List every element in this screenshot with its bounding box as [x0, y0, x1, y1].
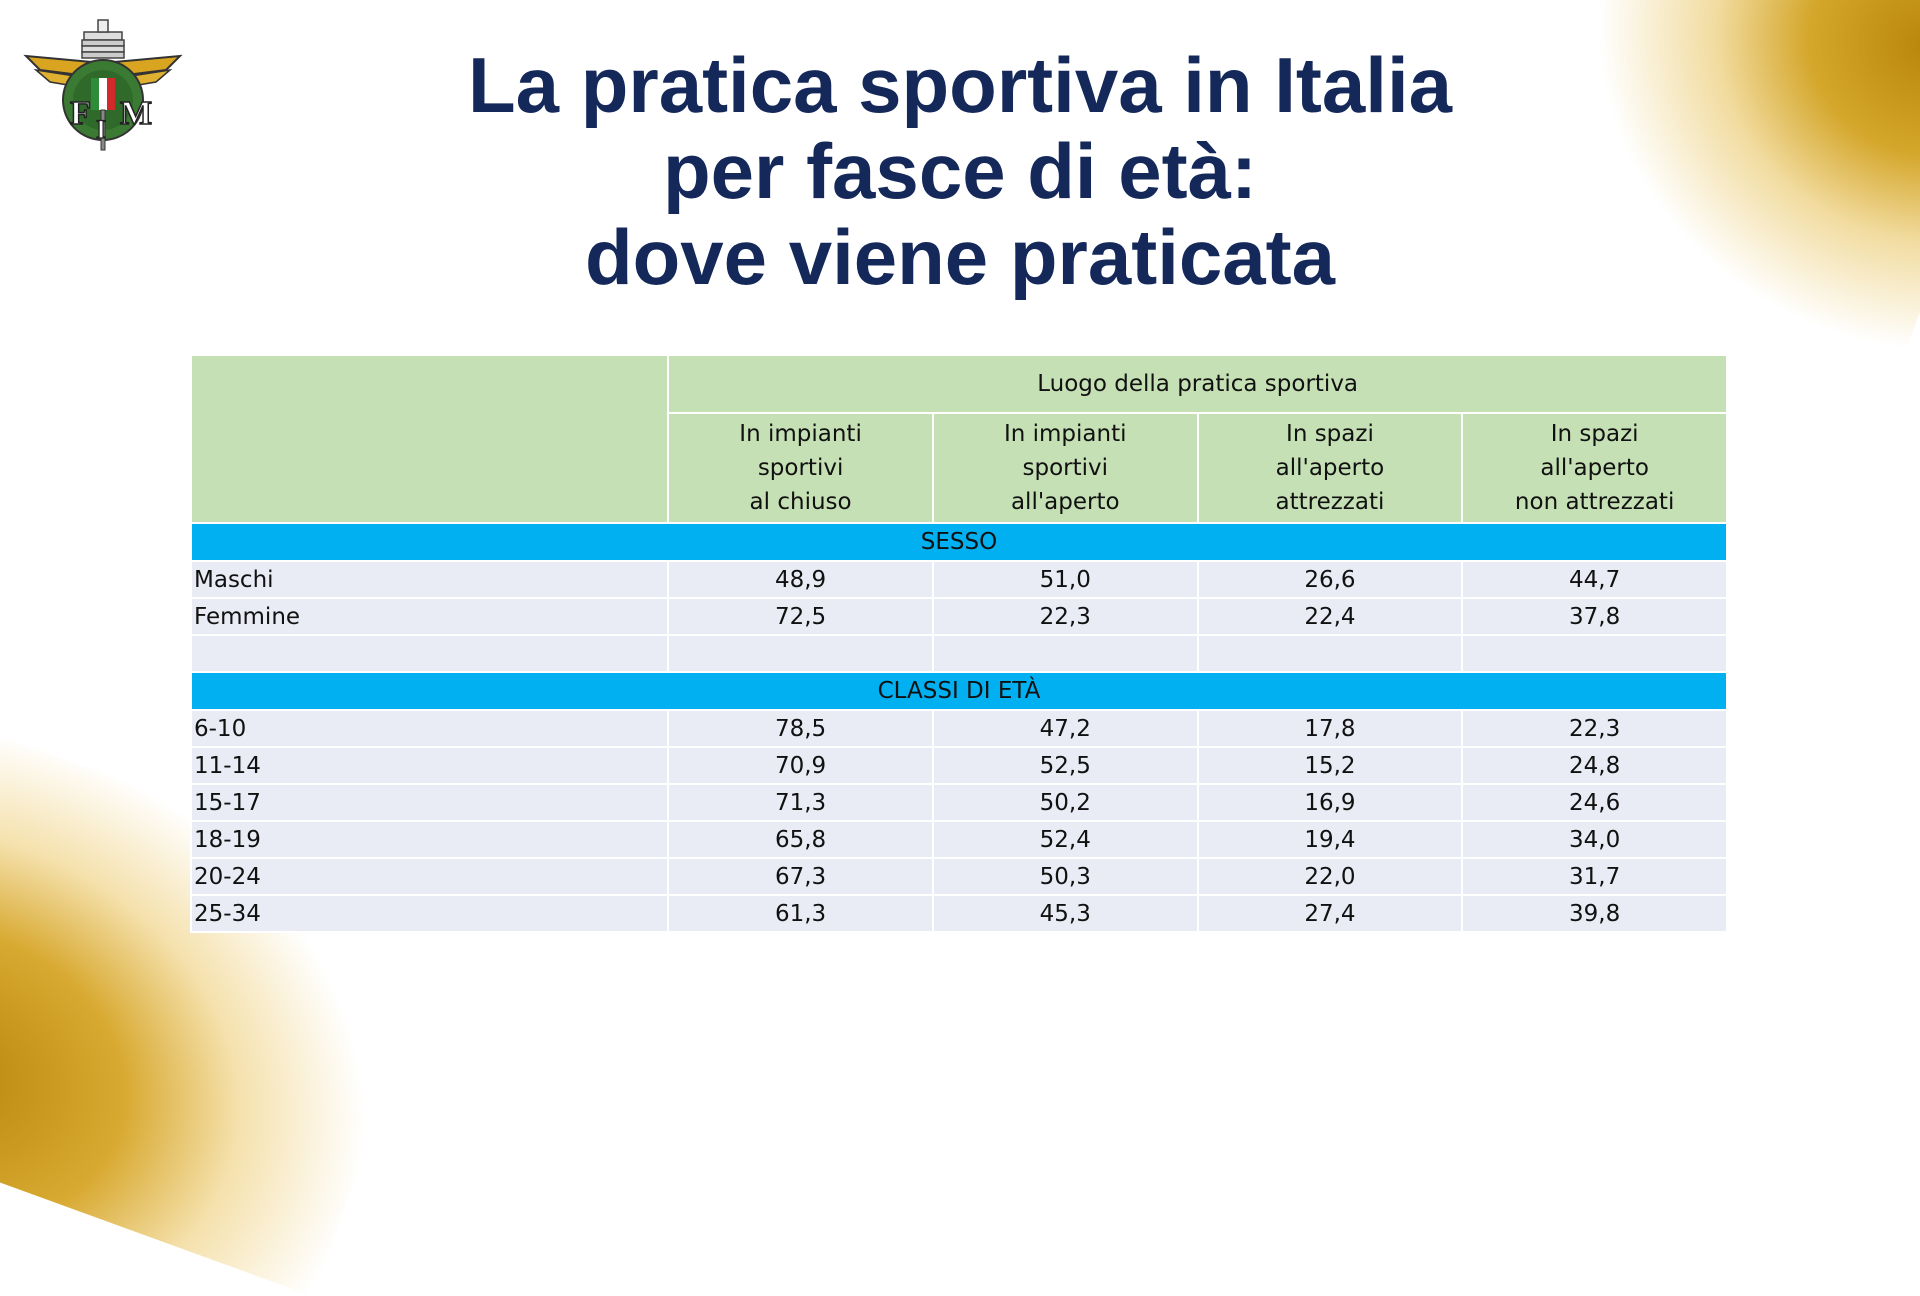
title-line-1: La pratica sportiva in Italia: [468, 41, 1452, 129]
table-cell: [931, 634, 1199, 673]
sport-location-table: Luogo della pratica sportiva In impianti…: [189, 354, 1728, 933]
table-cell: 16,9: [1196, 783, 1464, 822]
table-cell: 31,7: [1461, 857, 1728, 896]
column-header-equipped-outdoor: In spazi all'aperto attrezzati: [1196, 412, 1464, 524]
table-row: 11-14 70,9 52,5 15,2 24,8: [189, 746, 1728, 785]
table-cell: 65,8: [667, 820, 934, 859]
table-cell: 24,8: [1461, 746, 1728, 785]
column-header-line: non attrezzati: [1514, 489, 1675, 515]
table-row: [189, 634, 1728, 673]
logo-letter-i: I: [96, 115, 106, 144]
table-cell: 52,4: [931, 820, 1199, 859]
column-header-line: al chiuso: [749, 489, 852, 515]
table-cell: 61,3: [667, 894, 934, 933]
row-label: 20-24: [189, 857, 670, 896]
column-header-line: all'aperto: [1010, 489, 1120, 515]
logo-letter-f: F: [70, 95, 91, 132]
table-cell: 51,0: [931, 560, 1199, 599]
table-cell: 17,8: [1196, 709, 1464, 748]
group-header: Luogo della pratica sportiva: [667, 354, 1728, 414]
table-cell: [1461, 634, 1728, 673]
table-cell: 45,3: [931, 894, 1199, 933]
column-header-outdoor-facilities: In impianti sportivi all'aperto: [931, 412, 1199, 524]
table-cell: 67,3: [667, 857, 934, 896]
column-header-unequipped-outdoor: In spazi all'aperto non attrezzati: [1461, 412, 1728, 524]
row-label: 25-34: [189, 894, 670, 933]
column-header-line: all'aperto: [1275, 455, 1385, 481]
column-header-line: In spazi: [1286, 421, 1374, 447]
row-label: 15-17: [189, 783, 670, 822]
row-label: 11-14: [189, 746, 670, 785]
table-cell: 15,2: [1196, 746, 1464, 785]
table-corner-cell: [189, 354, 670, 524]
column-header-line: In impianti: [739, 421, 862, 447]
row-label: Femmine: [189, 597, 670, 636]
table-cell: 19,4: [1196, 820, 1464, 859]
column-header-indoor-facilities: In impianti sportivi al chiuso: [667, 412, 934, 524]
table-cell: 44,7: [1461, 560, 1728, 599]
table-cell: [1196, 634, 1464, 673]
page-title: La pratica sportiva in Italia per fasce …: [300, 42, 1620, 300]
table-row: 6-10 78,5 47,2 17,8 22,3: [189, 709, 1728, 748]
table-body: SESSO Maschi 48,9 51,0 26,6 44,7 Femmine 72,5 22…: [189, 522, 1728, 933]
table-cell: 22,3: [1461, 709, 1728, 748]
table-row: 25-34 61,3 45,3 27,4 39,8: [189, 894, 1728, 933]
table-row: Femmine 72,5 22,3 22,4 37,8: [189, 597, 1728, 636]
fmi-logo-icon: F M I: [23, 19, 183, 151]
logo-letter-m: M: [120, 95, 152, 132]
section-header: SESSO: [190, 522, 1728, 562]
table-cell: 70,9: [667, 746, 934, 785]
column-header-line: sportivi: [757, 455, 844, 481]
table-cell: 22,4: [1196, 597, 1464, 636]
table-cell: 50,2: [931, 783, 1199, 822]
table-cell: 24,6: [1461, 783, 1728, 822]
table-cell: 39,8: [1461, 894, 1728, 933]
table-cell: 34,0: [1461, 820, 1728, 859]
column-header-line: In impianti: [1003, 421, 1127, 447]
section-header: CLASSI DI ETÀ: [190, 671, 1728, 711]
row-label: 6-10: [189, 709, 670, 748]
table-cell: [667, 634, 934, 673]
table-cell: 27,4: [1196, 894, 1464, 933]
table-cell: 71,3: [667, 783, 934, 822]
column-header-line: attrezzati: [1275, 489, 1385, 515]
row-label: Maschi: [189, 560, 670, 599]
title-line-3: dove viene praticata: [585, 213, 1335, 301]
row-label: 18-19: [189, 820, 670, 859]
column-header-line: all'aperto: [1540, 455, 1649, 481]
table-row: 20-24 67,3 50,3 22,0 31,7: [189, 857, 1728, 896]
table-cell: 48,9: [667, 560, 934, 599]
table-cell: 37,8: [1461, 597, 1728, 636]
table-row: 15-17 71,3 50,2 16,9 24,6: [189, 783, 1728, 822]
table-row: 18-19 65,8 52,4 19,4 34,0: [189, 820, 1728, 859]
table-cell: 50,3: [931, 857, 1199, 896]
table-cell: 47,2: [931, 709, 1199, 748]
column-header-line: sportivi: [1022, 455, 1109, 481]
table-cell: 22,3: [931, 597, 1199, 636]
table-cell: 22,0: [1196, 857, 1464, 896]
table-cell: 78,5: [667, 709, 934, 748]
column-header-line: In spazi: [1550, 421, 1639, 447]
table-cell: 52,5: [931, 746, 1199, 785]
table-cell: 72,5: [667, 597, 934, 636]
table-row: Maschi 48,9 51,0 26,6 44,7: [189, 560, 1728, 599]
row-label: [189, 634, 670, 673]
table-cell: 26,6: [1196, 560, 1464, 599]
title-line-2: per fasce di età:: [663, 127, 1257, 215]
